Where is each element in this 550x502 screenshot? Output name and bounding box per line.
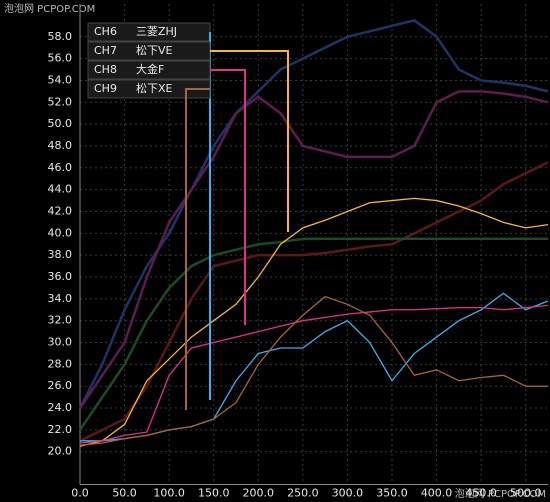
watermark: 泡泡网 PCPOP.COM bbox=[4, 2, 95, 15]
x-tick-label: 400.0 bbox=[421, 487, 453, 500]
legend-entry: CH8 大金F bbox=[87, 60, 211, 80]
legend-connector bbox=[210, 50, 289, 232]
y-tick-label: 26.0 bbox=[48, 379, 73, 392]
x-tick-label: 50.0 bbox=[112, 487, 137, 500]
series-line bbox=[78, 237, 548, 431]
watermark: 泡泡网 PCPOP.COM bbox=[455, 487, 546, 500]
y-tick-label: 52.0 bbox=[48, 95, 73, 108]
y-tick-label: 56.0 bbox=[48, 52, 73, 65]
legend-channel: CH9 bbox=[94, 82, 117, 95]
y-tick-label: 40.0 bbox=[48, 226, 73, 239]
legend-entry: CH6 三菱ZHJ bbox=[87, 22, 211, 42]
series-line bbox=[78, 90, 549, 409]
legend-connector bbox=[185, 88, 210, 410]
x-tick-label: 150.0 bbox=[198, 487, 230, 500]
y-tick-label: 30.0 bbox=[48, 336, 73, 349]
legend-label: 大金F bbox=[136, 62, 164, 76]
y-tick-label: 44.0 bbox=[48, 183, 73, 196]
x-tick-label: 500.0 bbox=[510, 487, 542, 500]
series-line bbox=[79, 197, 549, 447]
y-tick-label: 36.0 bbox=[48, 270, 73, 283]
legend-label: 松下XE bbox=[136, 81, 173, 95]
legend-entry: CH7 松下VE bbox=[87, 41, 211, 61]
y-tick-label: 50.0 bbox=[48, 117, 73, 130]
y-tick-label: 42.0 bbox=[48, 204, 73, 217]
y-tick-label: 46.0 bbox=[48, 161, 73, 174]
y-tick-label: 38.0 bbox=[48, 248, 73, 261]
y-tick-label: 24.0 bbox=[48, 401, 73, 414]
y-tick-label: 32.0 bbox=[48, 314, 73, 327]
y-tick-label: 48.0 bbox=[48, 139, 73, 152]
x-tick-label: 300.0 bbox=[332, 487, 364, 500]
legend-channel: CH6 bbox=[94, 25, 117, 38]
series-line bbox=[79, 161, 549, 442]
x-tick-label: 450.0 bbox=[465, 487, 497, 500]
y-tick-label: 22.0 bbox=[48, 423, 73, 436]
legend-channel: CH7 bbox=[94, 44, 117, 57]
x-tick-label: 200.0 bbox=[243, 487, 275, 500]
series-line bbox=[79, 295, 548, 446]
legend-connector bbox=[210, 69, 246, 325]
y-tick-label: 28.0 bbox=[48, 357, 73, 370]
series-line bbox=[79, 304, 549, 444]
legend-channel: CH8 bbox=[94, 63, 117, 76]
legend-label: 三菱ZHJ bbox=[136, 25, 177, 38]
y-tick-label: 54.0 bbox=[48, 73, 73, 86]
x-tick-label: 250.0 bbox=[287, 487, 319, 500]
legend-entry: CH9 松下XE bbox=[87, 79, 211, 99]
y-tick-label: 58.0 bbox=[48, 30, 73, 43]
x-tick-label: 350.0 bbox=[376, 487, 408, 500]
x-tick-label: 100.0 bbox=[153, 487, 185, 500]
y-tick-label: 34.0 bbox=[48, 292, 73, 305]
y-tick-label: 20.0 bbox=[48, 445, 73, 458]
x-tick-label: 0.0 bbox=[71, 487, 89, 500]
legend-label: 松下VE bbox=[136, 43, 173, 57]
